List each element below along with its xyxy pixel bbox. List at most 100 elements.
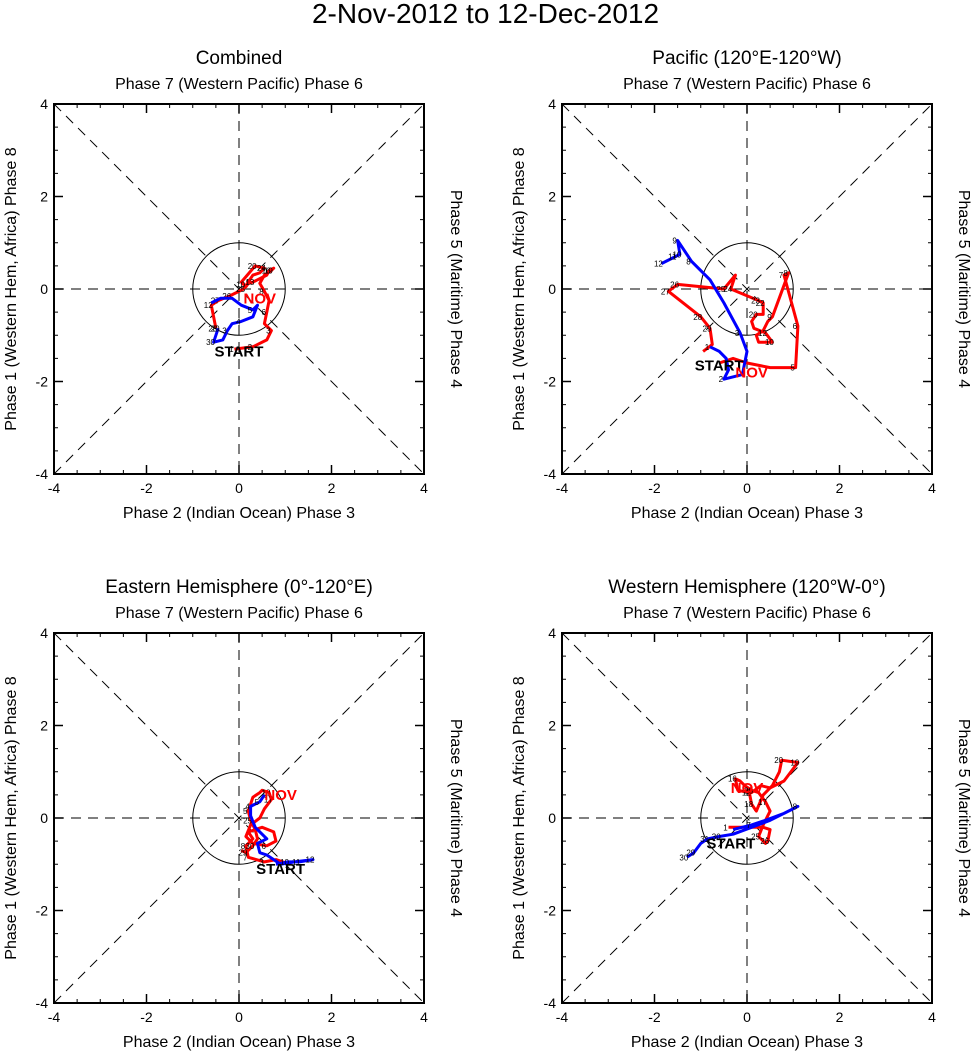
amplitude-one-circle: [700, 242, 794, 336]
y-tick-label: 4: [40, 625, 48, 641]
day-label: 13: [245, 278, 254, 287]
trajectory-dec: [686, 804, 800, 859]
day-label: 9: [672, 236, 677, 245]
trajectory-dec: [660, 238, 749, 381]
right-axis-label: Phase 5 (Maritime) Phase 4: [955, 190, 971, 388]
day-label: 4: [236, 317, 241, 326]
trajectory-nov: [666, 271, 800, 370]
x-axis-label: Phase 2 (Indian Ocean) Phase 3: [123, 505, 355, 522]
amplitude-one-circle: [192, 771, 286, 865]
day-label: 28: [744, 786, 753, 795]
day-label: 5: [255, 798, 260, 807]
start-label: START: [695, 357, 744, 374]
day-label: 12: [306, 856, 315, 865]
day-label: 18: [744, 800, 753, 809]
day-label: 11: [292, 858, 301, 867]
day-label: 7: [746, 821, 751, 830]
y-tick-label: 4: [548, 625, 556, 641]
x-tick-label: 4: [928, 1009, 936, 1025]
day-label: 5: [243, 807, 248, 816]
day-label: 8: [783, 269, 788, 278]
left-axis-label: Phase 1 (Western Hem, Africa) Phase 8: [3, 147, 20, 430]
phase-panel-3: -4 -2 0 2 4 -4 -2 0 2 4 Eastern Hemisphere (0°-120…: [3, 577, 464, 1051]
month-label: NOV: [244, 290, 277, 307]
top-axis-label: Phase 7 (Western Pacific) Phase 6: [115, 76, 363, 93]
y-tick-label: 4: [548, 96, 556, 112]
day-label: 3: [266, 327, 271, 336]
day-label: 26: [222, 292, 231, 301]
day-label: 16: [728, 775, 737, 784]
x-axis-label: Phase 2 (Indian Ocean) Phase 3: [123, 1034, 355, 1051]
day-label: 12: [204, 301, 213, 310]
day-label: 8: [241, 842, 246, 851]
day-label: 30: [679, 853, 688, 862]
day-label: 19: [264, 267, 273, 276]
x-tick-label: 2: [836, 480, 844, 496]
diagonal-guide-line: [53, 632, 425, 1004]
day-label: 28: [208, 324, 217, 333]
day-label: 6: [793, 322, 798, 331]
day-label: 1: [285, 860, 290, 869]
month-label: NOV: [735, 364, 768, 381]
diagonal-guide-line: [53, 103, 425, 475]
month-label: NOV: [264, 787, 297, 804]
amplitude-one-circle: [700, 771, 794, 865]
x-tick-label: -4: [556, 1009, 569, 1025]
day-label: 3: [259, 858, 264, 867]
day-label: 4: [245, 802, 250, 811]
y-tick-label: 4: [40, 96, 48, 112]
day-label: 2: [248, 343, 253, 352]
y-tick-label: 2: [40, 718, 48, 734]
panel-title: Combined: [196, 48, 283, 69]
day-label: 27: [661, 287, 670, 296]
day-label: 28: [693, 313, 702, 322]
trajectory-nov: [209, 264, 276, 351]
x-tick-label: 0: [235, 1009, 243, 1025]
day-label: 12: [654, 260, 663, 269]
x-tick-label: 0: [743, 1009, 751, 1025]
day-label: 26: [760, 837, 769, 846]
x-tick-label: 0: [743, 480, 751, 496]
day-label: 30: [245, 842, 254, 851]
x-tick-label: 2: [328, 480, 336, 496]
day-label: 22: [756, 299, 765, 308]
right-axis-label: Phase 5 (Maritime) Phase 4: [447, 719, 464, 917]
day-label: 8: [793, 802, 798, 811]
day-label: 26: [670, 280, 679, 289]
y-tick-label: 2: [40, 189, 48, 205]
x-tick-label: 4: [928, 480, 936, 496]
day-label: 25: [716, 285, 725, 294]
start-label: START: [256, 861, 305, 878]
amplitude-one-circle: [192, 242, 286, 336]
x-tick-label: 4: [420, 1009, 428, 1025]
x-tick-label: -4: [556, 480, 569, 496]
day-label: 5: [248, 306, 253, 315]
x-tick-label: 4: [420, 480, 428, 496]
panel-title: Pacific (120°E-120°W): [652, 48, 841, 69]
y-tick-label: -4: [36, 995, 49, 1011]
x-axis-label: Phase 2 (Indian Ocean) Phase 3: [631, 505, 863, 522]
y-tick-label: -2: [544, 374, 557, 390]
day-label: 8: [259, 287, 264, 296]
day-label: 10: [672, 250, 681, 259]
y-tick-label: -4: [544, 466, 557, 482]
day-label: 7: [243, 853, 248, 862]
x-tick-label: 2: [328, 1009, 336, 1025]
x-tick-label: 0: [235, 480, 243, 496]
day-label: 24: [257, 264, 266, 273]
trajectory-dec: [249, 794, 315, 866]
day-label: 6: [262, 308, 267, 317]
day-label: 6: [262, 842, 267, 851]
y-tick-label: 0: [40, 281, 48, 297]
day-label: 1: [723, 823, 728, 832]
day-label: 2: [719, 375, 724, 384]
day-label: 29: [211, 324, 220, 333]
day-label: 25: [243, 816, 252, 825]
phase-panel-4: -4 -2 0 2 4 -4 -2 0 2 4 Western Hemisphere (120°W-…: [511, 577, 971, 1051]
x-tick-label: -2: [648, 480, 661, 496]
diagonal-guide-line: [561, 103, 933, 475]
y-tick-label: -4: [544, 995, 557, 1011]
day-label: 11: [668, 253, 677, 262]
